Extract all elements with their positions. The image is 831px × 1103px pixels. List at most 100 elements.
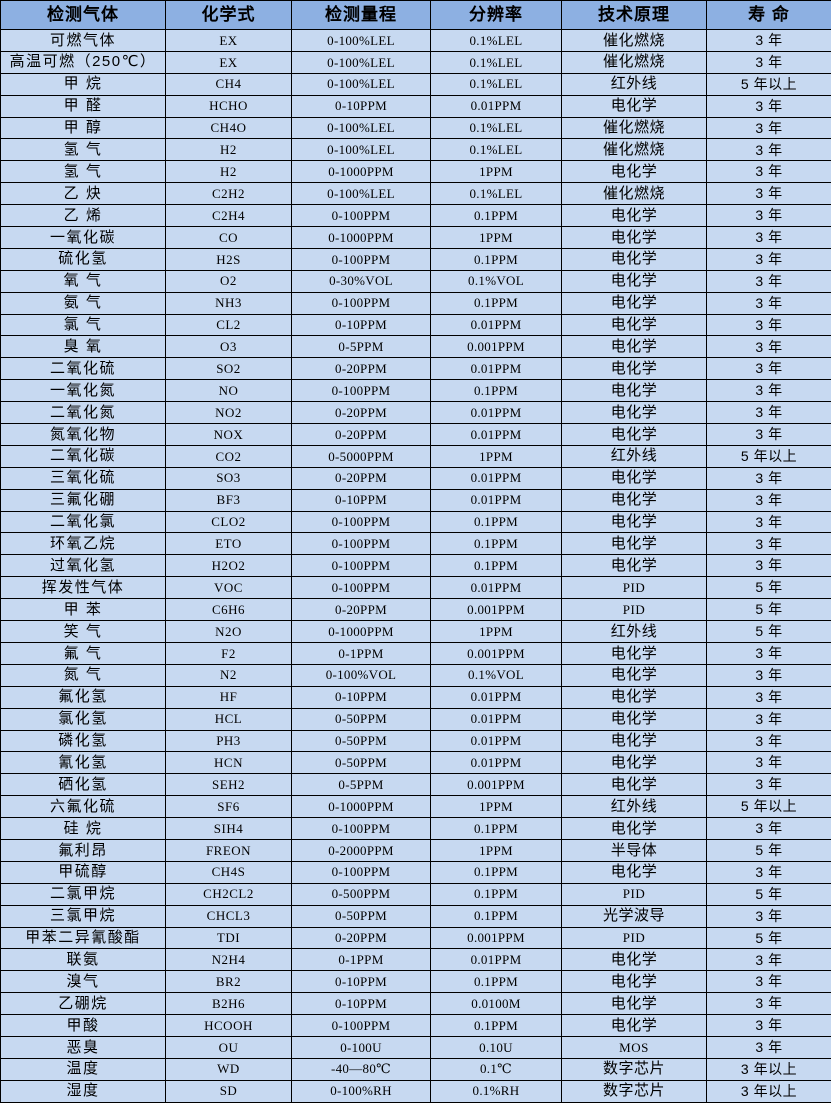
cell-lifetime: 5 年	[707, 577, 831, 599]
cell-range: 0-100%LEL	[292, 183, 431, 205]
cell-technology: 电化学	[562, 555, 707, 577]
cell-resolution: 1PPM	[431, 227, 562, 249]
cell-lifetime: 3 年	[707, 314, 831, 336]
cell-resolution: 1PPM	[431, 796, 562, 818]
cell-resolution: 0.01PPM	[431, 708, 562, 730]
cell-gas: 环氧乙烷	[1, 533, 166, 555]
cell-gas: 挥发性气体	[1, 577, 166, 599]
cell-formula: CH4	[166, 73, 292, 95]
cell-range: 0-20PPM	[292, 467, 431, 489]
cell-lifetime: 3 年	[707, 818, 831, 840]
cell-lifetime: 5 年	[707, 599, 831, 621]
cell-lifetime: 3 年	[707, 358, 831, 380]
cell-resolution: 0.1PPM	[431, 861, 562, 883]
cell-formula: HCOOH	[166, 1015, 292, 1037]
cell-gas: 氟利昂	[1, 839, 166, 861]
cell-formula: HF	[166, 686, 292, 708]
column-header-technology: 技术原理	[562, 1, 707, 30]
cell-range: 0-10PPM	[292, 489, 431, 511]
cell-range: 0-10PPM	[292, 686, 431, 708]
cell-formula: N2O	[166, 621, 292, 643]
cell-technology: 催化燃烧	[562, 51, 707, 73]
cell-range: 0-2000PPM	[292, 839, 431, 861]
cell-resolution: 0.001PPM	[431, 927, 562, 949]
cell-range: 0-20PPM	[292, 358, 431, 380]
cell-formula: NOX	[166, 424, 292, 446]
cell-resolution: 0.1PPM	[431, 380, 562, 402]
cell-lifetime: 5 年以上	[707, 445, 831, 467]
cell-technology: PID	[562, 599, 707, 621]
cell-range: 0-1PPM	[292, 642, 431, 664]
cell-lifetime: 3 年	[707, 642, 831, 664]
cell-range: 0-100%VOL	[292, 664, 431, 686]
cell-gas: 二氧化氯	[1, 511, 166, 533]
cell-lifetime: 5 年	[707, 621, 831, 643]
column-header-lifetime: 寿 命	[707, 1, 831, 30]
cell-gas: 硅 烷	[1, 818, 166, 840]
cell-technology: PID	[562, 577, 707, 599]
cell-range: 0-1000PPM	[292, 227, 431, 249]
cell-resolution: 0.01PPM	[431, 577, 562, 599]
cell-gas: 甲 苯	[1, 599, 166, 621]
cell-technology: 电化学	[562, 467, 707, 489]
cell-range: 0-10PPM	[292, 971, 431, 993]
cell-resolution: 0.1%LEL	[431, 73, 562, 95]
cell-lifetime: 3 年	[707, 905, 831, 927]
cell-range: 0-50PPM	[292, 752, 431, 774]
cell-technology: 半导体	[562, 839, 707, 861]
cell-range: 0-100%RH	[292, 1080, 431, 1102]
cell-range: 0-5000PPM	[292, 445, 431, 467]
cell-resolution: 0.01PPM	[431, 424, 562, 446]
cell-range: 0-100%LEL	[292, 139, 431, 161]
cell-formula: HCN	[166, 752, 292, 774]
cell-range: 0-100%LEL	[292, 117, 431, 139]
cell-range: 0-1PPM	[292, 949, 431, 971]
cell-gas: 氧 气	[1, 270, 166, 292]
cell-lifetime: 3 年	[707, 402, 831, 424]
cell-range: 0-100PPM	[292, 511, 431, 533]
cell-lifetime: 3 年	[707, 730, 831, 752]
cell-technology: 电化学	[562, 161, 707, 183]
cell-resolution: 0.1PPM	[431, 883, 562, 905]
cell-lifetime: 3 年	[707, 1036, 831, 1058]
cell-gas: 氯 气	[1, 314, 166, 336]
column-header-resolution: 分辨率	[431, 1, 562, 30]
table-header: 检测气体 化学式 检测量程 分辨率 技术原理 寿 命	[1, 1, 831, 30]
cell-range: 0-10PPM	[292, 314, 431, 336]
cell-range: 0-100PPM	[292, 555, 431, 577]
cell-resolution: 0.1%LEL	[431, 51, 562, 73]
cell-formula: SIH4	[166, 818, 292, 840]
cell-formula: SD	[166, 1080, 292, 1102]
cell-formula: FREON	[166, 839, 292, 861]
cell-gas: 高温可燃（250℃）	[1, 51, 166, 73]
cell-technology: 催化燃烧	[562, 139, 707, 161]
cell-technology: 电化学	[562, 708, 707, 730]
cell-gas: 氨 气	[1, 292, 166, 314]
cell-formula: PH3	[166, 730, 292, 752]
cell-resolution: 1PPM	[431, 839, 562, 861]
cell-technology: 电化学	[562, 971, 707, 993]
cell-lifetime: 3 年	[707, 30, 831, 52]
cell-range: 0-5PPM	[292, 336, 431, 358]
cell-technology: 电化学	[562, 336, 707, 358]
cell-lifetime: 3 年	[707, 467, 831, 489]
cell-resolution: 0.1%VOL	[431, 270, 562, 292]
cell-formula: CL2	[166, 314, 292, 336]
cell-gas: 二氧化碳	[1, 445, 166, 467]
cell-lifetime: 3 年以上	[707, 1058, 831, 1080]
cell-formula: EX	[166, 30, 292, 52]
cell-resolution: 0.001PPM	[431, 599, 562, 621]
